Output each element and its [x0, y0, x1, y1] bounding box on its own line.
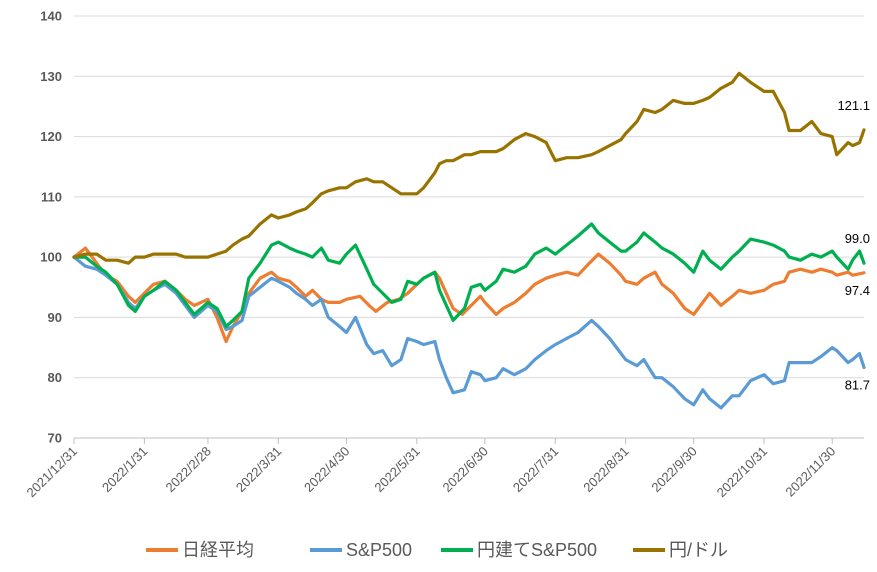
- legend-label: 円建てS&P500: [477, 540, 597, 560]
- y-tick-label: 70: [48, 431, 62, 446]
- series-lines: [72, 71, 866, 410]
- x-tick-label: 2022/5/31: [371, 444, 423, 496]
- end-value-label: 97.4: [845, 283, 870, 298]
- series-line-2: [72, 222, 866, 329]
- legend: 日経平均 S&P500 円建てS&P500 円/ドル: [146, 540, 728, 560]
- y-tick-label: 130: [40, 69, 62, 84]
- x-tick-label: 2022/6/30: [440, 444, 492, 496]
- legend-label: S&P500: [346, 540, 412, 560]
- x-tick-label: 2022/3/31: [233, 444, 285, 496]
- y-tick-label: 110: [41, 189, 62, 204]
- x-tick-label: 2022/8/31: [580, 444, 632, 496]
- series-line-1: [72, 255, 866, 410]
- end-value-label: 99.0: [845, 231, 870, 246]
- legend-label: 日経平均: [182, 540, 254, 560]
- y-tick-label: 80: [48, 370, 62, 385]
- gridlines: [74, 15, 864, 379]
- series-line-0: [72, 246, 866, 344]
- x-tick-label: 2022/4/30: [301, 444, 353, 496]
- y-tick-label: 100: [40, 250, 62, 265]
- end-value-labels: 97.4 81.7 99.0 121.1: [837, 98, 870, 393]
- y-tick-label: 90: [48, 310, 62, 325]
- x-tick-label: 2022/7/31: [510, 444, 562, 496]
- x-tick-label: 2022/2/28: [163, 444, 215, 496]
- x-tick-label: 2022/1/31: [99, 444, 151, 496]
- x-tick-label: 2022/10/31: [714, 444, 771, 501]
- x-tick-label: 2022/11/30: [782, 444, 838, 500]
- end-value-label: 81.7: [845, 377, 870, 392]
- legend-label: 円/ドル: [669, 540, 728, 560]
- y-tick-label: 140: [40, 9, 62, 24]
- x-tick-label: 2022/9/30: [648, 444, 700, 496]
- series-line-3: [72, 71, 866, 265]
- end-value-label: 121.1: [837, 98, 870, 113]
- x-tick-label: 2021/12/31: [23, 444, 80, 501]
- y-tick-label: 120: [40, 129, 62, 144]
